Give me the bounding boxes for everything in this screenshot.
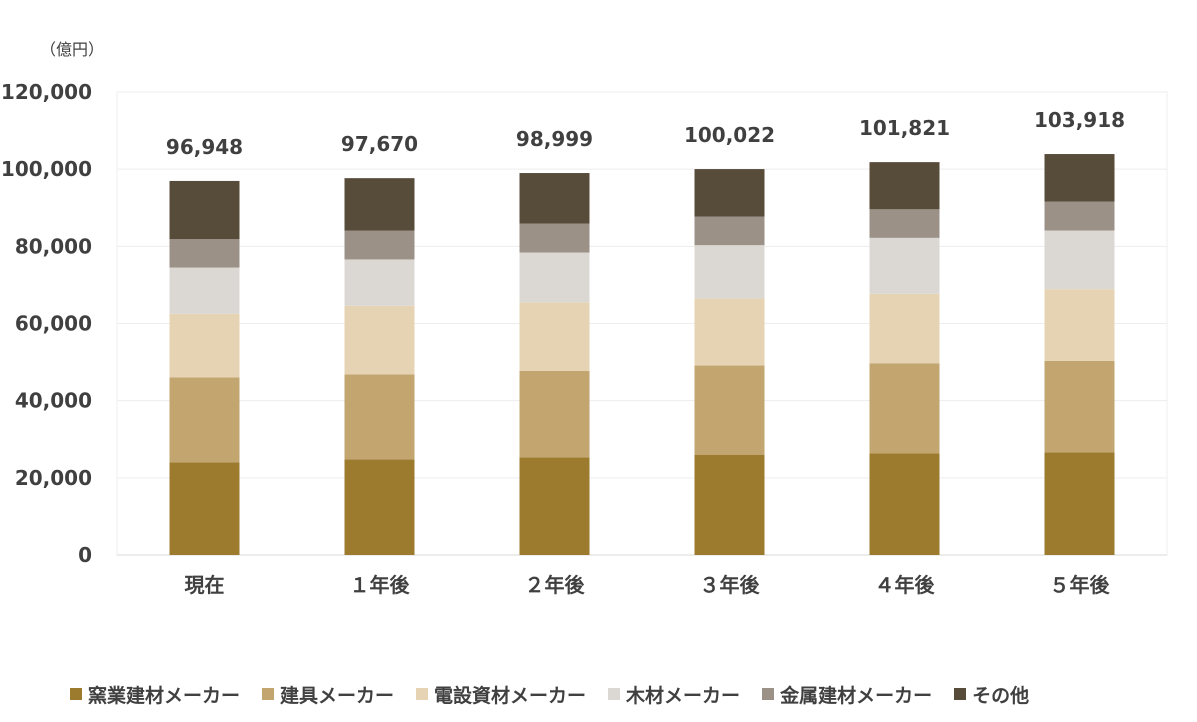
legend-swatch — [262, 688, 275, 700]
bar-segment — [344, 259, 415, 306]
legend-item: 木材メーカー — [608, 681, 740, 708]
y-tick-label: 120,000 — [1, 80, 92, 104]
bar-segment — [869, 237, 940, 294]
bar-segment — [1044, 201, 1115, 231]
legend-label: 電設資材メーカー — [434, 684, 587, 707]
bar-segment — [344, 374, 415, 460]
x-tick-label: ３年後 — [700, 573, 761, 597]
bar-segment — [519, 252, 590, 303]
total-label: 100,022 — [684, 123, 775, 147]
bar-segment — [169, 180, 240, 240]
bar-segment — [869, 209, 940, 238]
bar-segment — [1044, 154, 1115, 202]
x-axis-tick-labels: 現在 １年後 ２年後 ３年後 ４年後 ５年後 — [185, 573, 1111, 597]
bar-segment — [344, 459, 415, 555]
x-tick-label: ４年後 — [875, 573, 936, 597]
legend-label: 金属建材メーカー — [780, 684, 933, 707]
bar-segment — [519, 223, 590, 253]
bar-segment — [519, 302, 590, 371]
x-tick-label: ５年後 — [1050, 573, 1111, 597]
legend-item: 金属建材メーカー — [762, 681, 932, 708]
legend-item: 電設資材メーカー — [416, 681, 586, 708]
legend-swatch — [416, 688, 429, 700]
legend-label: 建具メーカー — [280, 684, 395, 707]
bar-segment — [169, 239, 240, 268]
legend: 窯業建材メーカー 建具メーカー 電設資材メーカー 木材メーカー 金属建材メーカー その他 — [70, 680, 1170, 708]
x-tick-label: １年後 — [350, 573, 411, 597]
bar-segment — [694, 216, 765, 246]
bar-segment — [694, 169, 765, 217]
legend-label: 木材メーカー — [626, 684, 741, 707]
x-tick-label: 現在 — [185, 573, 225, 597]
bar-segment — [869, 162, 940, 210]
bar-segment — [694, 298, 765, 366]
bar-segment — [1044, 230, 1115, 290]
bar-stacks — [169, 154, 1115, 555]
total-label: 98,999 — [516, 127, 593, 151]
bar-segment — [169, 313, 240, 378]
gridlines — [116, 91, 1168, 556]
total-label: 101,821 — [859, 116, 950, 140]
bar-segment — [694, 245, 765, 299]
bar-segment — [169, 377, 240, 463]
legend-item: 建具メーカー — [262, 681, 394, 708]
bar-segment — [1044, 289, 1115, 361]
y-axis-unit-label: （億円） — [40, 40, 105, 59]
bar-segment — [694, 454, 765, 555]
legend-swatch — [70, 688, 82, 700]
bar-segment — [1044, 360, 1115, 453]
bar-segment — [519, 173, 590, 224]
bar-segment — [519, 457, 590, 555]
y-tick-label: 100,000 — [1, 157, 92, 181]
y-tick-label: 0 — [78, 543, 92, 567]
legend-swatch — [608, 688, 621, 700]
legend-label: その他 — [972, 684, 1030, 707]
y-tick-label: 80,000 — [15, 234, 92, 258]
y-axis-tick-labels: 0 20,000 40,000 60,000 80,000 100,000 120,000 — [1, 80, 92, 567]
total-label: 103,918 — [1034, 108, 1125, 132]
total-label: 96,948 — [166, 135, 243, 159]
total-label: 97,670 — [341, 132, 418, 156]
bar-segment — [519, 370, 590, 458]
y-tick-label: 20,000 — [15, 466, 92, 490]
bar-segment — [344, 305, 415, 375]
legend-label: 窯業建材メーカー — [88, 684, 241, 707]
bar-segment — [169, 462, 240, 555]
bar-segment — [869, 293, 940, 364]
y-tick-label: 40,000 — [15, 389, 92, 413]
total-data-labels: 96,948 97,670 98,999 100,022 101,821 103,918 — [166, 108, 1125, 159]
y-tick-label: 60,000 — [15, 312, 92, 336]
bar-segment — [869, 363, 940, 454]
legend-item: その他 — [954, 681, 1029, 708]
bar-segment — [869, 453, 940, 555]
legend-item: 窯業建材メーカー — [70, 681, 240, 708]
bar-segment — [344, 178, 415, 231]
legend-swatch — [762, 688, 775, 700]
bar-segment — [694, 365, 765, 455]
legend-swatch — [954, 688, 967, 700]
bar-segment — [169, 267, 240, 314]
bar-segment — [1044, 452, 1115, 555]
bar-segment — [344, 230, 415, 260]
x-tick-label: ２年後 — [525, 573, 586, 597]
